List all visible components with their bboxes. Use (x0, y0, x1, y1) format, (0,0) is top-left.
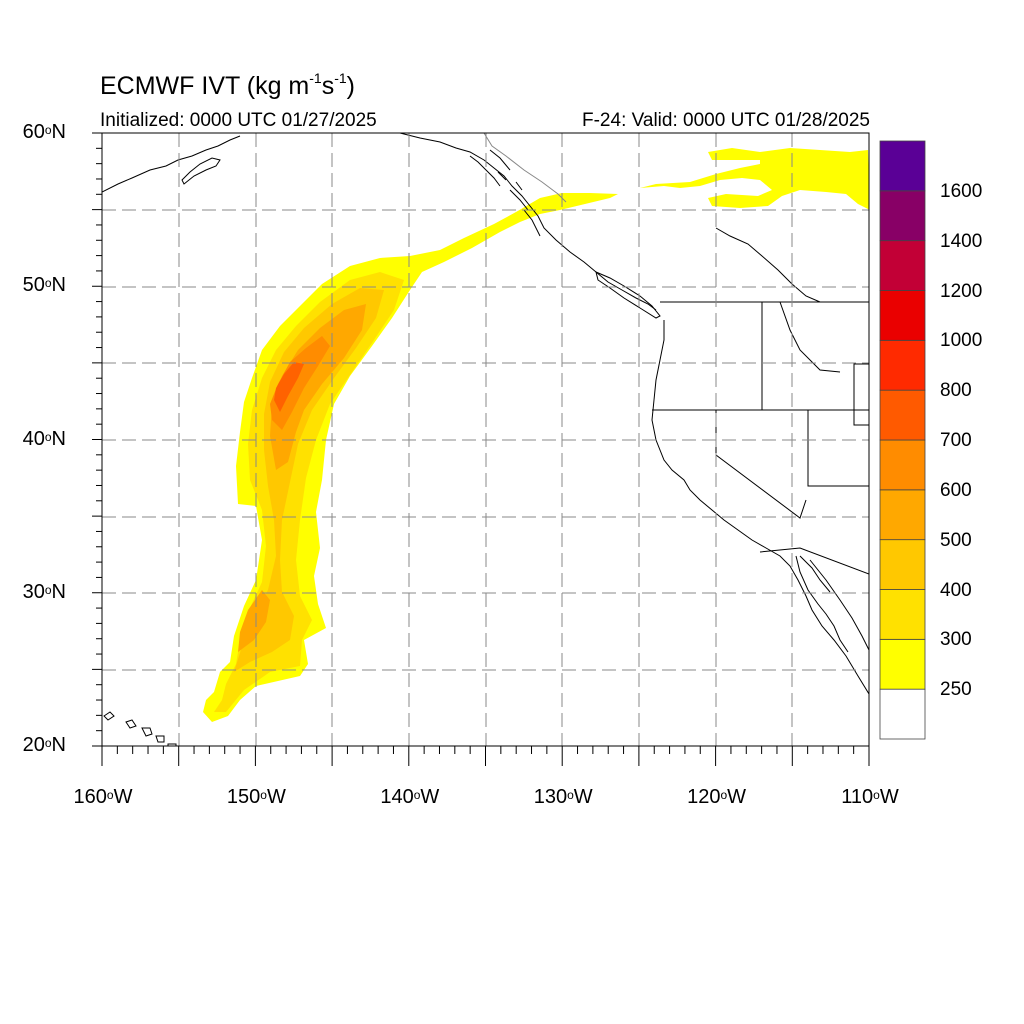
ivt-contour-400 (234, 288, 384, 672)
colorbar (879, 140, 926, 740)
colorbar-swatch (879, 140, 926, 192)
lat-label: 50oN (22, 274, 66, 297)
lon-label: 140oW (380, 786, 440, 808)
panhandle-islands (469, 149, 541, 237)
init-time-label: Initialized: 0000 UTC 01/27/2025 (100, 110, 377, 131)
lon-label: 130oW (533, 786, 593, 808)
colorbar-swatch (879, 290, 926, 341)
mexico-coast (809, 559, 869, 651)
lon-label: 110oW (841, 786, 899, 808)
state-borders (652, 302, 869, 575)
colorbar-swatch (879, 638, 926, 690)
colorbar-label: 300 (940, 629, 972, 651)
colorbar-label: 500 (940, 529, 972, 551)
colorbar-swatch (879, 389, 926, 441)
lat-label: 30oN (22, 580, 66, 603)
lon-label: 160oW (73, 786, 133, 808)
lat-label: 20oN (22, 734, 66, 756)
hawaii-islands (103, 711, 177, 746)
axis-ticks (92, 132, 870, 766)
ivt-contour-700 (274, 362, 304, 412)
lon-label: 120oW (687, 786, 747, 808)
colorbar-swatch (879, 339, 926, 391)
colorbar-label: 800 (940, 380, 972, 402)
lat-label: 40oN (22, 427, 66, 450)
colorbar-label: 600 (940, 479, 972, 501)
colorbar-swatch (879, 688, 926, 740)
colorbar-swatch (879, 439, 926, 491)
colorbar-label: 400 (940, 579, 972, 601)
colorbar-label: 250 (940, 679, 972, 701)
colorbar-label: 1000 (940, 330, 983, 352)
coastlines (102, 133, 869, 746)
colorbar-label: 1600 (940, 180, 983, 202)
colorbar-swatch (879, 539, 926, 590)
alaska-coast (102, 135, 241, 193)
lat-label: 60oN (22, 121, 66, 143)
lon-label: 150oW (226, 786, 286, 808)
graticule (102, 133, 869, 746)
colorbar-swatch (879, 489, 926, 541)
colorbar-swatch (879, 190, 926, 242)
valid-time-label: F-24: Valid: 0000 UTC 01/28/2025 (582, 110, 870, 131)
baja-california (795, 555, 849, 653)
ivt-shading (203, 148, 869, 722)
ivt-contour-600 (270, 336, 330, 430)
canada-interior (715, 227, 841, 373)
colorbar-swatch (879, 589, 926, 640)
panhandle-coast (399, 133, 657, 311)
vancouver-island (595, 271, 661, 319)
colorbar-label: 1200 (940, 280, 983, 302)
us-west-coast (651, 320, 869, 695)
map-title: ECMWF IVT (kg m-1s-1) (100, 70, 355, 100)
ak-bc-border (483, 133, 567, 203)
colorbar-label: 700 (940, 430, 972, 451)
colorbar-label: 1400 (940, 230, 983, 252)
kodiak-island (181, 157, 221, 185)
ivt-patch-canada (640, 148, 869, 210)
colorbar-swatch (879, 240, 926, 291)
